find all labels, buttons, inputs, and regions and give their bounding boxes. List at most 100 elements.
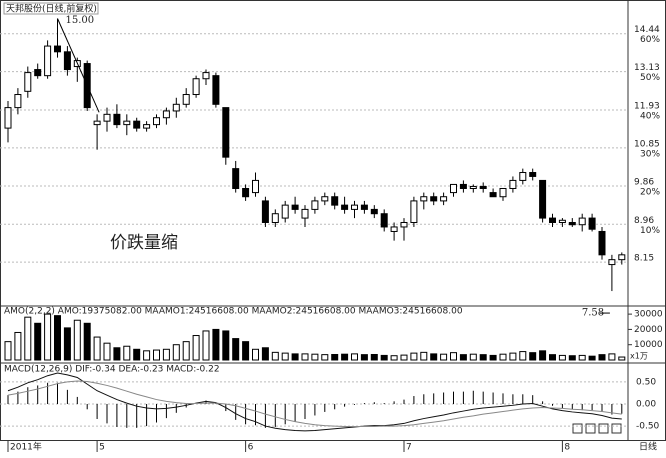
x-tick-label: 2011年	[10, 441, 42, 453]
unit-label: x1万	[630, 352, 648, 361]
volume-bar	[479, 354, 487, 361]
y-tick-label: 11.93	[634, 101, 660, 111]
volume-bar	[162, 348, 170, 361]
y-tick-label: 10.85	[634, 139, 660, 149]
panel-title: MACD(12,26,9) DIF:-0.34 DEA:-0.23 MACD:-…	[4, 365, 220, 375]
volume-bar	[499, 353, 507, 361]
volume-bar	[509, 352, 517, 361]
candle-body	[489, 192, 497, 198]
candle-body	[558, 219, 566, 223]
volume-bar	[459, 354, 467, 361]
title-box	[3, 2, 99, 15]
volume-bar	[172, 344, 180, 361]
volume-bar	[549, 354, 556, 361]
candle-body	[232, 168, 240, 189]
candle-body	[222, 107, 230, 158]
volume-bar	[192, 335, 200, 361]
volume-bar	[24, 316, 32, 361]
volume-bar	[301, 353, 309, 361]
candle-body	[93, 120, 101, 126]
volume-bar	[261, 347, 269, 361]
candle-body	[291, 204, 299, 210]
volume-bar	[83, 322, 91, 361]
candle-body	[143, 124, 151, 129]
candle-body	[54, 45, 61, 53]
volume-bar	[4, 341, 12, 361]
candle-body	[34, 69, 42, 77]
candle-body	[44, 45, 52, 77]
panel-title: AMO(2,2,2) AMO:19375082.00 MAAMO1:245166…	[4, 307, 463, 317]
candle-body	[509, 179, 517, 189]
toolbar-icon[interactable]	[572, 423, 583, 434]
candle-body	[281, 204, 289, 219]
volume-bar	[420, 351, 428, 361]
volume-bar	[450, 352, 457, 361]
candle-body	[252, 179, 259, 194]
volume-bar	[390, 355, 398, 361]
period-label[interactable]: 日线	[639, 441, 657, 453]
candle-body	[479, 185, 487, 189]
y-tick-label: 9.86	[634, 178, 654, 188]
trend-line	[57, 18, 100, 113]
candle-body	[172, 103, 180, 112]
volume-bar	[232, 338, 240, 361]
y-tick-label: 0.50	[636, 377, 656, 387]
candle-body	[261, 200, 269, 223]
y-tick-label: 13.13	[634, 63, 660, 73]
x-tick-label: 8	[564, 443, 570, 453]
y-tick-label: -0.50	[636, 422, 660, 432]
volume-bar	[103, 342, 111, 361]
volume-bar	[370, 353, 378, 361]
y-tick-label: 8.15	[634, 254, 654, 264]
candle-body	[14, 94, 22, 109]
volume-bar	[242, 341, 250, 361]
annotation: 7.58	[582, 308, 604, 319]
toolbar-icon[interactable]	[598, 423, 609, 434]
candle-body	[450, 183, 457, 194]
candle-body	[153, 117, 160, 126]
percent-label: 20%	[640, 188, 660, 198]
candle-body	[133, 120, 141, 129]
toolbar-icon[interactable]	[585, 423, 596, 434]
volume-bar	[400, 354, 408, 361]
volume-bar	[351, 353, 358, 361]
candle-body	[242, 187, 250, 198]
volume-bar	[14, 331, 22, 361]
volume-bar	[34, 322, 42, 361]
y-tick-label: 0.00	[636, 399, 656, 409]
volume-bar	[430, 353, 438, 361]
volume-bar	[578, 354, 586, 361]
candle-body	[182, 94, 190, 105]
candle-body	[360, 204, 368, 210]
macd-line	[7, 372, 622, 432]
y-tick-label: 8.96	[634, 216, 654, 226]
volume-bar	[588, 355, 596, 361]
volume-bar	[281, 352, 289, 361]
candle-body	[113, 113, 121, 126]
toolbar-icon[interactable]	[611, 423, 622, 434]
candle-body	[568, 221, 576, 226]
x-tick-label: 7	[406, 443, 412, 453]
annotation: 15.00	[66, 15, 95, 26]
volume-bar	[153, 349, 160, 361]
candle-body	[351, 204, 358, 210]
volume-bar	[321, 354, 329, 361]
candle-body	[578, 217, 586, 226]
volume-bar	[360, 354, 368, 361]
candle-body	[311, 200, 319, 210]
volume-bar	[489, 354, 497, 361]
volume-bar	[380, 354, 388, 361]
volume-bar	[212, 328, 220, 361]
candle-body	[212, 75, 220, 105]
volume-bar	[440, 353, 448, 361]
candle-body	[321, 196, 329, 202]
candle-body	[519, 172, 527, 181]
volume-bar	[123, 345, 131, 361]
candle-body	[271, 213, 279, 223]
volume-bar	[63, 327, 71, 361]
y-tick-label: 10000	[634, 340, 663, 350]
x-tick-label: 5	[99, 443, 105, 453]
volume-bar	[341, 353, 349, 361]
volume-bar	[202, 330, 210, 361]
